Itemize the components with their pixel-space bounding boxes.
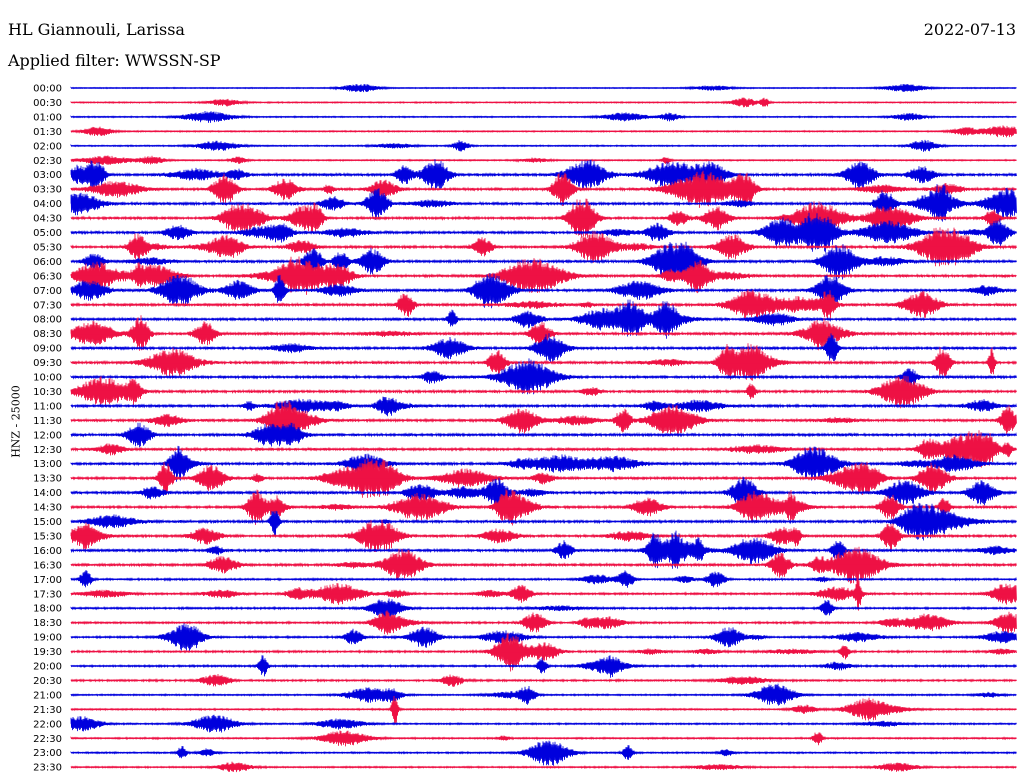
- row-label-1600: 16:00: [33, 546, 62, 557]
- row-label-0030: 00:30: [33, 98, 62, 109]
- row-label-1900: 19:00: [33, 633, 62, 644]
- row-label-2130: 21:30: [33, 705, 62, 716]
- row-label-1930: 19:30: [33, 647, 62, 658]
- row-label-1330: 13:30: [33, 474, 62, 485]
- row-label-1830: 18:30: [33, 618, 62, 629]
- row-label-0530: 05:30: [33, 242, 62, 253]
- row-label-1530: 15:30: [33, 531, 62, 542]
- row-label-0300: 03:00: [33, 170, 62, 181]
- row-label-1630: 16:30: [33, 560, 62, 571]
- row-label-2030: 20:30: [33, 676, 62, 687]
- row-label-0500: 05:00: [33, 228, 62, 239]
- row-label-0730: 07:30: [33, 300, 62, 311]
- row-label-2200: 22:00: [33, 719, 62, 730]
- row-label-1400: 14:00: [33, 488, 62, 499]
- trace-1330: [70, 458, 1017, 498]
- filter-label: Applied filter: WWSSN-SP: [8, 51, 221, 70]
- row-label-0830: 08:30: [33, 329, 62, 340]
- row-label-2300: 23:00: [33, 748, 62, 759]
- trace-1730: [70, 575, 1017, 611]
- row-label-1230: 12:30: [33, 445, 62, 456]
- row-label-1200: 12:00: [33, 430, 62, 441]
- row-label-0330: 03:30: [33, 185, 62, 196]
- row-label-1030: 10:30: [33, 387, 62, 398]
- row-label-1100: 11:00: [33, 401, 62, 412]
- row-label-1130: 11:30: [33, 416, 62, 427]
- row-label-0930: 09:30: [33, 358, 62, 369]
- station-title: HL Giannouli, Larissa: [8, 20, 185, 39]
- row-label-0400: 04:00: [33, 199, 62, 210]
- row-label-2330: 23:30: [33, 763, 62, 774]
- row-label-1700: 17:00: [33, 575, 62, 586]
- row-label-2100: 21:00: [33, 690, 62, 701]
- row-label-0700: 07:00: [33, 286, 62, 297]
- row-label-1430: 14:30: [33, 503, 62, 514]
- row-label-0100: 01:00: [33, 112, 62, 123]
- date-label: 2022-07-13: [923, 20, 1016, 39]
- row-label-0430: 04:30: [33, 214, 62, 225]
- row-label-1800: 18:00: [33, 604, 62, 615]
- row-label-2000: 20:00: [33, 662, 62, 673]
- row-label-0800: 08:00: [33, 315, 62, 326]
- row-label-1300: 13:00: [33, 459, 62, 470]
- row-label-1730: 17:30: [33, 589, 62, 600]
- row-label-0000: 00:00: [33, 84, 62, 95]
- row-label-2230: 22:30: [33, 734, 62, 745]
- row-label-1000: 10:00: [33, 373, 62, 384]
- row-label-1500: 15:00: [33, 517, 62, 528]
- row-label-0600: 06:00: [33, 257, 62, 268]
- row-label-0200: 02:00: [33, 141, 62, 152]
- row-label-0130: 01:30: [33, 127, 62, 138]
- row-label-0630: 06:30: [33, 271, 62, 282]
- row-label-0900: 09:00: [33, 344, 62, 355]
- row-label-0230: 02:30: [33, 156, 62, 167]
- trace-0300: [70, 159, 1017, 191]
